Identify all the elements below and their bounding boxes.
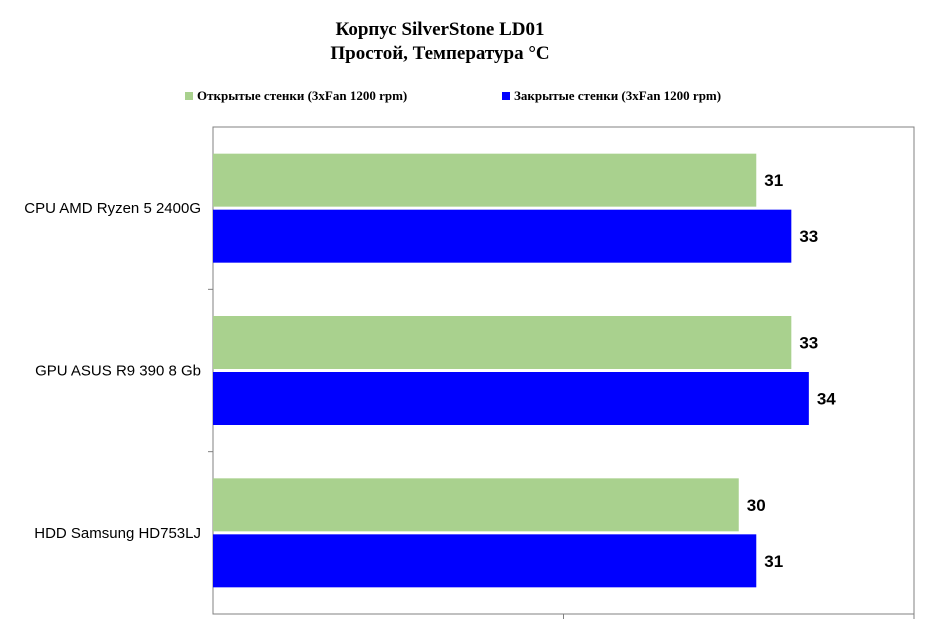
chart-title: Корпус SilverStone LD01: [335, 19, 545, 40]
category-label: HDD Samsung HD753LJ: [34, 525, 201, 542]
data-label: 33: [799, 334, 818, 353]
legend-swatch-closed: [502, 92, 510, 100]
chart-subtitle: Простой, Температура °C: [330, 43, 550, 64]
bar-closed-walls: [213, 209, 792, 263]
bar-open-walls: [213, 478, 739, 532]
category-label: CPU AMD Ryzen 5 2400G: [24, 200, 201, 217]
chart-title-block: Корпус SilverStone LD01 Простой, Темпера…: [0, 18, 880, 66]
data-label: 31: [764, 171, 783, 190]
bar-open-walls: [213, 316, 792, 369]
legend-item-open: Открытые стенки (3xFan 1200 rpm): [185, 88, 407, 104]
data-label: 33: [799, 227, 818, 246]
data-label: 30: [747, 496, 766, 515]
bar-open-walls: [213, 153, 757, 207]
bar-closed-walls: [213, 372, 809, 425]
legend-label-open: Открытые стенки (3xFan 1200 rpm): [197, 88, 408, 103]
bar-closed-walls: [213, 534, 757, 588]
legend-swatch-open: [185, 92, 193, 100]
legend: Открытые стенки (3xFan 1200 rpm) Закрыты…: [0, 88, 938, 108]
data-label: 31: [764, 552, 783, 571]
data-label: 34: [817, 390, 836, 409]
legend-label-closed: Закрытые стенки (3xFan 1200 rpm): [514, 88, 722, 103]
legend-item-closed: Закрытые стенки (3xFan 1200 rpm): [502, 88, 721, 104]
category-label: GPU ASUS R9 390 8 Gb: [35, 363, 201, 380]
